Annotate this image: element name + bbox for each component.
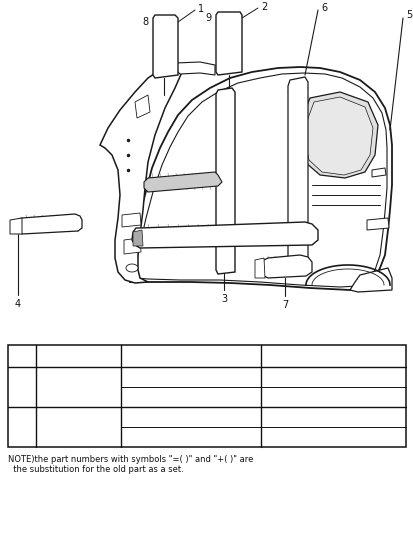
Polygon shape [124,238,141,254]
Text: 71501-21500: 71501-21500 [48,383,109,392]
Polygon shape [144,172,221,192]
Text: 5: 5 [405,10,411,20]
Polygon shape [132,222,317,248]
Text: 1: 1 [197,4,204,14]
Polygon shape [216,12,242,75]
Polygon shape [366,218,388,230]
Polygon shape [153,15,178,78]
Text: 8: 8 [142,17,149,27]
Text: See the key no. 14
of group no. 815: See the key no. 14 of group no. 815 [264,427,343,447]
Text: NOTE)the part numbers with symbols "=( )" and "+( )" are: NOTE)the part numbers with symbols "=( )… [8,455,253,464]
Polygon shape [371,168,385,177]
Text: 5: 5 [19,382,25,392]
Polygon shape [216,88,235,274]
Polygon shape [100,63,182,283]
Polygon shape [175,62,214,75]
Text: 9: 9 [205,13,211,23]
Text: SET SUBSTITUTION: SET SUBSTITUTION [142,351,239,360]
Text: 3: 3 [221,294,226,304]
Text: REMARKS: REMARKS [308,351,357,360]
Text: = (71501-21551): = (71501-21551) [127,413,204,421]
Text: KEY
NO.: KEY NO. [13,346,31,366]
Polygon shape [122,213,141,227]
Text: OLD PART: OLD PART [54,351,103,360]
Text: 7: 7 [281,300,287,310]
Text: = (71501-21501): = (71501-21501) [127,372,204,381]
Text: 6: 6 [320,3,326,13]
Ellipse shape [126,264,138,272]
Text: 4: 4 [15,299,21,309]
Polygon shape [130,67,391,290]
Polygon shape [16,214,82,234]
Text: 71501-21550: 71501-21550 [48,422,109,431]
Polygon shape [10,218,22,234]
Polygon shape [349,268,391,292]
Polygon shape [135,95,150,118]
Polygon shape [287,77,307,272]
Polygon shape [136,73,386,287]
Text: + (81549-21000): + (81549-21000) [127,433,204,442]
Polygon shape [299,92,377,178]
Polygon shape [133,230,142,246]
Text: the substitution for the old part as a set.: the substitution for the old part as a s… [8,465,183,474]
Polygon shape [304,97,372,175]
Text: See the key no. 14
of group no. 815: See the key no. 14 of group no. 815 [264,387,343,407]
Text: 5: 5 [19,422,25,432]
Polygon shape [259,255,311,278]
Polygon shape [254,258,264,278]
Bar [8,345,405,447]
Text: 2: 2 [260,2,267,12]
Text: + (81549-21000): + (81549-21000) [127,393,204,401]
